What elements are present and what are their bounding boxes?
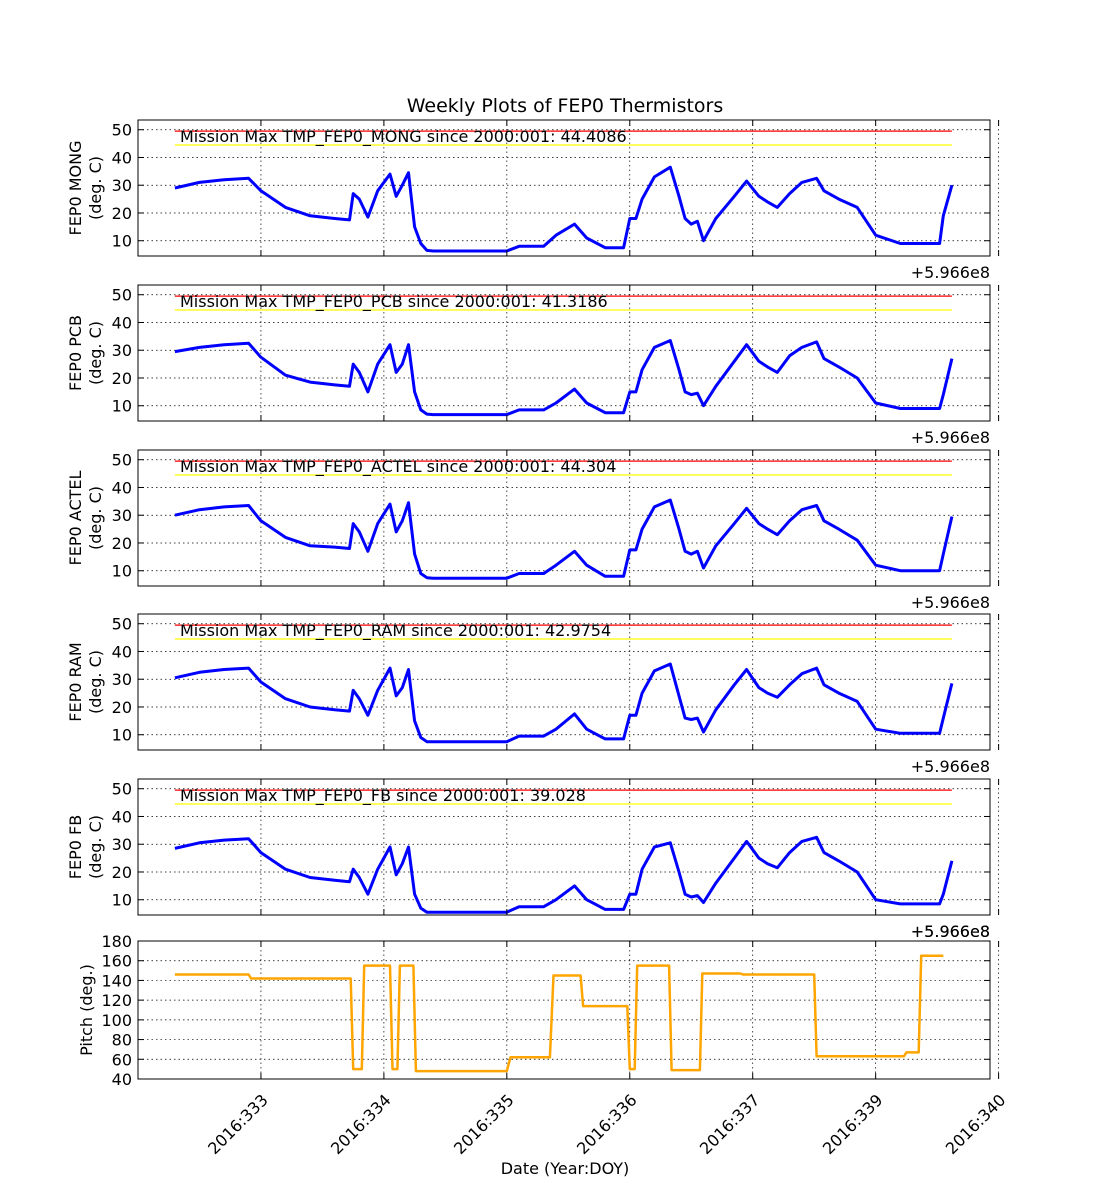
y-tick-label: 120 [101, 991, 132, 1010]
y-axis-label: FEP0 ACTEL [66, 470, 85, 565]
y-tick-label: 40 [112, 807, 132, 826]
x-tick-label: 2016:334 [327, 1090, 395, 1158]
panel-3: 10 20 30 40 50 FEP0 ACTEL (deg. C) Mission Max … [66, 449, 1000, 612]
y-tick-label: 50 [112, 780, 132, 799]
y-tick-label: 100 [101, 1011, 132, 1030]
y-tick-label: 50 [112, 286, 132, 305]
y-tick-label: 50 [112, 615, 132, 634]
mission-max-annotation: Mission Max TMP_FEP0_MONG since 2000:001… [180, 127, 627, 147]
mission-max-annotation: Mission Max TMP_FEP0_ACTEL since 2000:00… [180, 457, 616, 477]
y-axis-label: (deg. C) [86, 321, 105, 385]
axis-offset-label: +5.966e8 [911, 263, 990, 282]
y-tick-label: 10 [112, 891, 132, 910]
y-axis-label: (deg. C) [86, 650, 105, 714]
x-tick-label: 2016:336 [573, 1090, 641, 1158]
y-tick-label: 20 [112, 863, 132, 882]
panel-1: 10 20 30 40 50 FEP0 MONG (deg. C) Mission Max T… [66, 119, 1000, 282]
y-tick-label: 60 [112, 1050, 132, 1069]
y-tick-label: 20 [112, 369, 132, 388]
y-axis-label: FEP0 MONG [66, 141, 85, 236]
temperature-series-line [174, 498, 954, 580]
y-axis-label: (deg. C) [86, 815, 105, 879]
x-tick-label: 2016:340 [942, 1090, 1010, 1158]
x-tick-label: 2016:333 [204, 1090, 272, 1158]
y-tick-label: 30 [112, 835, 132, 854]
axes-frame [137, 449, 991, 587]
x-tick-label: 2016:335 [450, 1090, 518, 1158]
y-tick-label: 50 [112, 121, 132, 140]
temperature-series-line [174, 662, 954, 744]
y-tick-label: 80 [112, 1031, 132, 1050]
temperature-series-line [174, 165, 954, 253]
y-tick-label: 50 [112, 451, 132, 470]
y-axis-label: FEP0 RAM [66, 642, 85, 721]
x-tick-label: 2016:339 [819, 1090, 887, 1158]
y-tick-label: 40 [112, 1070, 132, 1089]
temperature-series-line [174, 835, 954, 914]
y-tick-label: 160 [101, 952, 132, 971]
mission-max-annotation: Mission Max TMP_FEP0_PCB since 2000:001:… [180, 292, 608, 312]
axis-offset-label: +5.966e8 [911, 428, 990, 447]
y-axis-label: (deg. C) [86, 486, 105, 550]
y-tick-label: 10 [112, 232, 132, 251]
mission-max-annotation: Mission Max TMP_FEP0_RAM since 2000:001:… [180, 621, 611, 641]
axes-frame [137, 119, 991, 257]
y-tick-label: 40 [112, 148, 132, 167]
y-tick-label: 30 [112, 670, 132, 689]
y-tick-label: 20 [112, 204, 132, 223]
axis-offset-label: +5.966e8 [911, 922, 990, 941]
y-tick-label: 140 [101, 971, 132, 990]
y-tick-label: 40 [112, 642, 132, 661]
y-tick-label: 20 [112, 698, 132, 717]
axis-offset-label: +5.966e8 [911, 922, 990, 941]
y-tick-label: 40 [112, 478, 132, 497]
y-axis-label: FEP0 FB [66, 815, 85, 879]
axis-offset-label: +5.966e8 [911, 757, 990, 776]
x-axis-label: Date (Year:DOY) [501, 1159, 630, 1178]
y-tick-label: 30 [112, 341, 132, 360]
axes-frame [137, 613, 991, 751]
pitch-series-line [174, 954, 944, 1073]
y-tick-label: 10 [112, 562, 132, 581]
temperature-series-line [174, 339, 954, 417]
y-tick-label: 30 [112, 176, 132, 195]
y-axis-label: Pitch (deg.) [77, 964, 96, 1056]
mission-max-annotation: Mission Max TMP_FEP0_FB since 2000:001: … [180, 786, 586, 806]
axes-frame [137, 778, 991, 916]
panel-5: 10 20 30 40 50 FEP0 FB (deg. C) Mission Max TMP… [66, 778, 1000, 941]
axes-frame [137, 284, 991, 422]
axes-frame [137, 940, 991, 1080]
figure-title: Weekly Plots of FEP0 Thermistors [407, 95, 724, 117]
axis-offset-label: +5.966e8 [911, 593, 990, 612]
y-tick-label: 30 [112, 506, 132, 525]
panel-2: 10 20 30 40 50 FEP0 PCB (deg. C) Mission Max TM… [66, 284, 1000, 447]
y-axis-label: FEP0 PCB [66, 315, 85, 391]
y-tick-label: 20 [112, 534, 132, 553]
y-axis-label: (deg. C) [86, 156, 105, 220]
y-tick-label: 10 [112, 397, 132, 416]
y-tick-label: 40 [112, 313, 132, 332]
panel-4: 10 20 30 40 50 FEP0 RAM (deg. C) Mission Max TM… [66, 613, 1000, 776]
y-tick-label: 180 [101, 932, 132, 951]
y-tick-label: 10 [112, 726, 132, 745]
x-tick-label: 2016:337 [696, 1090, 764, 1158]
